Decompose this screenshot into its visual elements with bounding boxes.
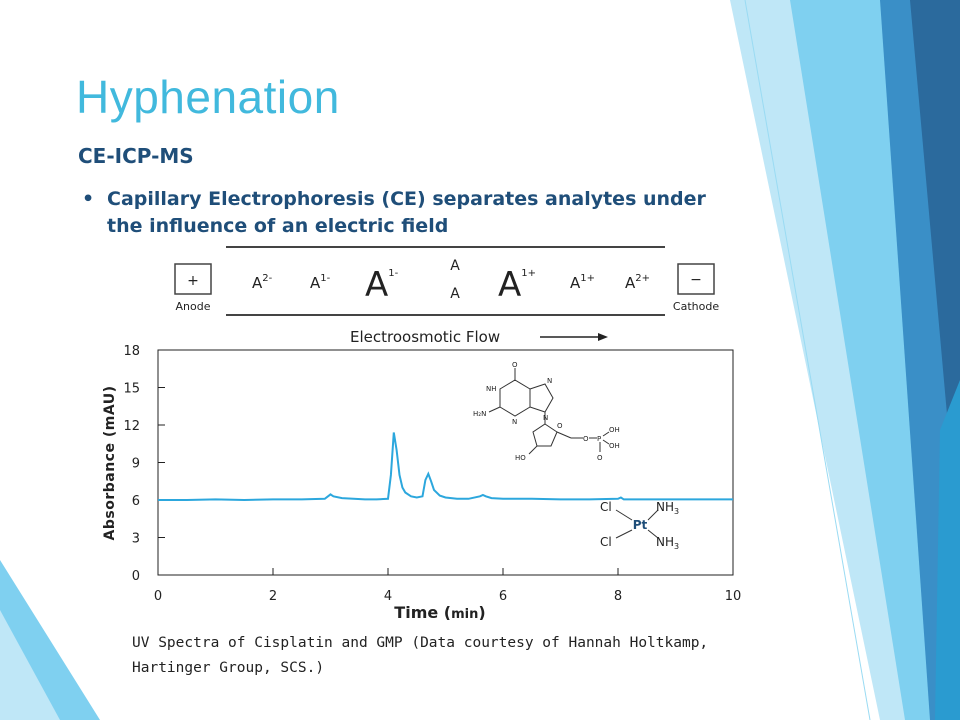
gmp-h2n: H₂N: [473, 410, 486, 418]
eof-label: Electroosmotic Flow: [350, 328, 500, 345]
anode-sign: +: [187, 273, 199, 289]
gmp-hydroxyl-bond: [528, 445, 538, 455]
bullet-text: Capillary Electrophoresis (CE) separates…: [107, 188, 706, 237]
cisplatin-nh3-top: NH3: [656, 500, 679, 516]
y-tick-label: 18: [123, 344, 140, 359]
species-base: A: [365, 265, 388, 305]
species-base: A: [625, 274, 636, 292]
species-charge: 1+: [521, 268, 536, 279]
species-a1minus-large: A1-: [365, 265, 399, 305]
x-axis-label: Time (min): [394, 603, 485, 620]
slide-subtitle: CE-ICP-MS: [78, 144, 194, 168]
species-base: A: [252, 274, 263, 292]
pt-nh3-top-bond: [647, 509, 659, 521]
cisplatin-nh3-bottom: NH3: [656, 535, 679, 551]
eof-arrow-head: [598, 333, 608, 341]
pt-nh3-bottom-bond: [647, 529, 659, 539]
x-axis-label-main: Time (: [394, 603, 451, 620]
x-tick-label: 2: [269, 589, 277, 604]
x-tick-label: 10: [725, 589, 742, 604]
gmp-labels: O NH H₂N N N N O HO O P OH OH O: [473, 361, 620, 462]
anode-label: Anode: [176, 300, 211, 313]
x-tick-label: 6: [499, 589, 507, 604]
cisplatin-pt: Pt: [633, 518, 648, 532]
pt-cl-top-bond: [615, 509, 633, 521]
uv-chart: 0 3 6 9 12 15 18 0 2 4 6 8 10 Absorbance (mAU) Time…: [102, 344, 741, 620]
x-axis-label-close: ): [478, 603, 485, 620]
x-axis-label-unit: min: [451, 607, 478, 620]
gmp-ch2-bond: [556, 431, 572, 439]
y-tick-label: 12: [123, 419, 140, 434]
uv-trace-line: [158, 432, 733, 502]
nh3-bottom-base: NH: [656, 535, 674, 549]
gmp-o-ring: O: [557, 422, 563, 430]
gmp-n9: N: [543, 414, 548, 422]
y-axis-label: Absorbance (mAU): [102, 386, 118, 541]
species-base: A: [570, 274, 581, 292]
species-base: A: [310, 274, 321, 292]
plot-frame: [157, 349, 734, 576]
x-tick-label: 4: [384, 589, 392, 604]
gmp-amine-bond: [488, 406, 501, 413]
pt-cl-bottom-bond: [615, 529, 633, 539]
gmp-p: P: [597, 435, 601, 443]
deco-thin-line: [744, 0, 871, 720]
slide-title: Hyphenation: [76, 71, 340, 123]
species-charge: 2+: [635, 273, 650, 284]
species-a2minus: A2-: [252, 273, 273, 292]
y-tick-label: 6: [132, 494, 140, 509]
species-neutral-top: A: [450, 258, 460, 274]
cisplatin-cl-top: Cl: [600, 500, 612, 514]
gmp-nh: NH: [486, 385, 497, 393]
species-a1plus-large: A1+: [498, 265, 536, 305]
y-tick-label: 15: [123, 382, 140, 397]
y-tick-label: 0: [132, 569, 140, 584]
nh3-bottom-sub: 3: [674, 542, 679, 551]
species-charge: 2-: [262, 273, 272, 284]
anode-box: [174, 263, 212, 295]
ce-diagram: + Anode − Cathode A2- A1- A1- A A A1+ A1…: [174, 246, 719, 345]
bullet-dot: •: [82, 188, 95, 210]
gmp-o-link: O: [583, 435, 589, 443]
gmp-o-double: O: [597, 454, 603, 462]
gmp-poh-bond-2: [602, 439, 610, 445]
gmp-oh2: OH: [609, 442, 620, 450]
cathode-sign: −: [690, 272, 702, 288]
gmp-ho: HO: [515, 454, 526, 462]
gmp-oh1: OH: [609, 426, 620, 434]
gmp-o-top: O: [512, 361, 518, 369]
nh3-top-base: NH: [656, 500, 674, 514]
gmp-five-ring: [529, 383, 554, 413]
deco-bottom-left-pale: [0, 610, 60, 720]
x-tick-label: 8: [614, 589, 622, 604]
gmp-n1: N: [512, 418, 517, 426]
deco-right-accent: [935, 380, 960, 720]
y-ticks: 0 3 6 9 12 15 18: [123, 344, 165, 584]
y-tick-label: 9: [132, 457, 140, 472]
nh3-top-sub: 3: [674, 507, 679, 516]
y-tick-label: 3: [132, 532, 140, 547]
species-charge: 1-: [388, 268, 398, 279]
figure-caption: UV Spectra of Cisplatin and GMP (Data co…: [132, 635, 709, 676]
species-a1plus-small: A1+: [570, 273, 595, 292]
cathode-box: [677, 263, 715, 295]
species-neutral-bottom: A: [450, 286, 460, 302]
species-base: A: [498, 265, 521, 305]
gmp-poh-bond-1: [602, 431, 610, 437]
cisplatin-cl-bottom: Cl: [600, 535, 612, 549]
gmp-sugar-ring: [532, 423, 558, 447]
species-a1minus-small: A1-: [310, 273, 331, 292]
species-a2plus: A2+: [625, 273, 650, 292]
species-charge: 1-: [320, 273, 330, 284]
x-tick-label: 0: [154, 589, 162, 604]
gmp-structure: [488, 368, 610, 455]
cisplatin-structure: Cl Cl NH3 NH3 Pt: [600, 500, 679, 551]
cathode-label: Cathode: [673, 300, 719, 313]
gmp-n7: N: [547, 377, 552, 385]
x-ticks: 0 2 4 6 8 10: [154, 568, 741, 604]
species-charge: 1+: [580, 273, 595, 284]
